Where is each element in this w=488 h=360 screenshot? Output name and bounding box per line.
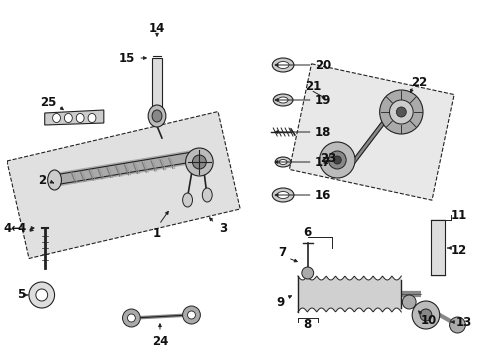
Ellipse shape — [272, 58, 293, 72]
Ellipse shape — [277, 62, 288, 68]
Polygon shape — [44, 110, 103, 125]
Ellipse shape — [47, 170, 61, 190]
Text: 8: 8 — [303, 319, 311, 332]
Text: 24: 24 — [151, 335, 168, 348]
Text: 5: 5 — [17, 288, 25, 302]
Ellipse shape — [64, 113, 72, 122]
Circle shape — [127, 314, 135, 322]
Text: 13: 13 — [455, 315, 471, 328]
Ellipse shape — [148, 105, 165, 127]
Text: 23: 23 — [320, 152, 336, 165]
Circle shape — [185, 148, 213, 176]
Text: 4: 4 — [17, 221, 25, 234]
Text: 4←: 4← — [3, 221, 21, 234]
Circle shape — [411, 301, 439, 329]
Text: 14: 14 — [148, 22, 165, 35]
Circle shape — [187, 311, 195, 319]
Circle shape — [333, 156, 341, 164]
Circle shape — [36, 289, 47, 301]
Polygon shape — [289, 64, 453, 200]
Text: 19: 19 — [314, 94, 330, 107]
Circle shape — [319, 142, 354, 178]
Text: 17: 17 — [314, 156, 330, 168]
Bar — [152, 58, 162, 108]
Text: 3: 3 — [219, 221, 227, 234]
Polygon shape — [7, 112, 240, 258]
Ellipse shape — [273, 94, 292, 106]
Circle shape — [328, 151, 346, 169]
Text: 16: 16 — [314, 189, 330, 202]
Ellipse shape — [275, 157, 290, 167]
Ellipse shape — [53, 113, 61, 122]
Text: 12: 12 — [449, 243, 466, 257]
Text: 20: 20 — [314, 59, 330, 72]
Circle shape — [419, 309, 431, 321]
Circle shape — [396, 107, 406, 117]
Circle shape — [192, 155, 206, 169]
Bar — [430, 220, 444, 275]
Ellipse shape — [76, 113, 84, 122]
Text: 21: 21 — [304, 80, 321, 93]
Circle shape — [182, 306, 200, 324]
Text: 6: 6 — [303, 225, 311, 239]
Ellipse shape — [202, 188, 212, 202]
Text: 15: 15 — [119, 51, 135, 64]
Ellipse shape — [279, 159, 286, 165]
Ellipse shape — [272, 188, 293, 202]
Circle shape — [301, 267, 313, 279]
Circle shape — [389, 100, 412, 124]
Text: 1: 1 — [153, 226, 161, 239]
Text: 10: 10 — [420, 314, 436, 327]
Text: 9: 9 — [276, 296, 285, 309]
Ellipse shape — [182, 193, 192, 207]
Circle shape — [122, 309, 140, 327]
Circle shape — [29, 282, 55, 308]
Ellipse shape — [278, 97, 287, 103]
Circle shape — [402, 295, 415, 309]
Text: 7: 7 — [277, 246, 285, 258]
Text: 18: 18 — [314, 126, 330, 139]
Ellipse shape — [88, 113, 96, 122]
Ellipse shape — [277, 192, 288, 198]
Text: 22: 22 — [410, 76, 427, 89]
Circle shape — [448, 317, 465, 333]
Ellipse shape — [152, 110, 162, 122]
Text: 25: 25 — [40, 95, 57, 108]
Text: 2: 2 — [39, 174, 46, 186]
Circle shape — [379, 90, 422, 134]
Text: 11: 11 — [449, 208, 466, 221]
